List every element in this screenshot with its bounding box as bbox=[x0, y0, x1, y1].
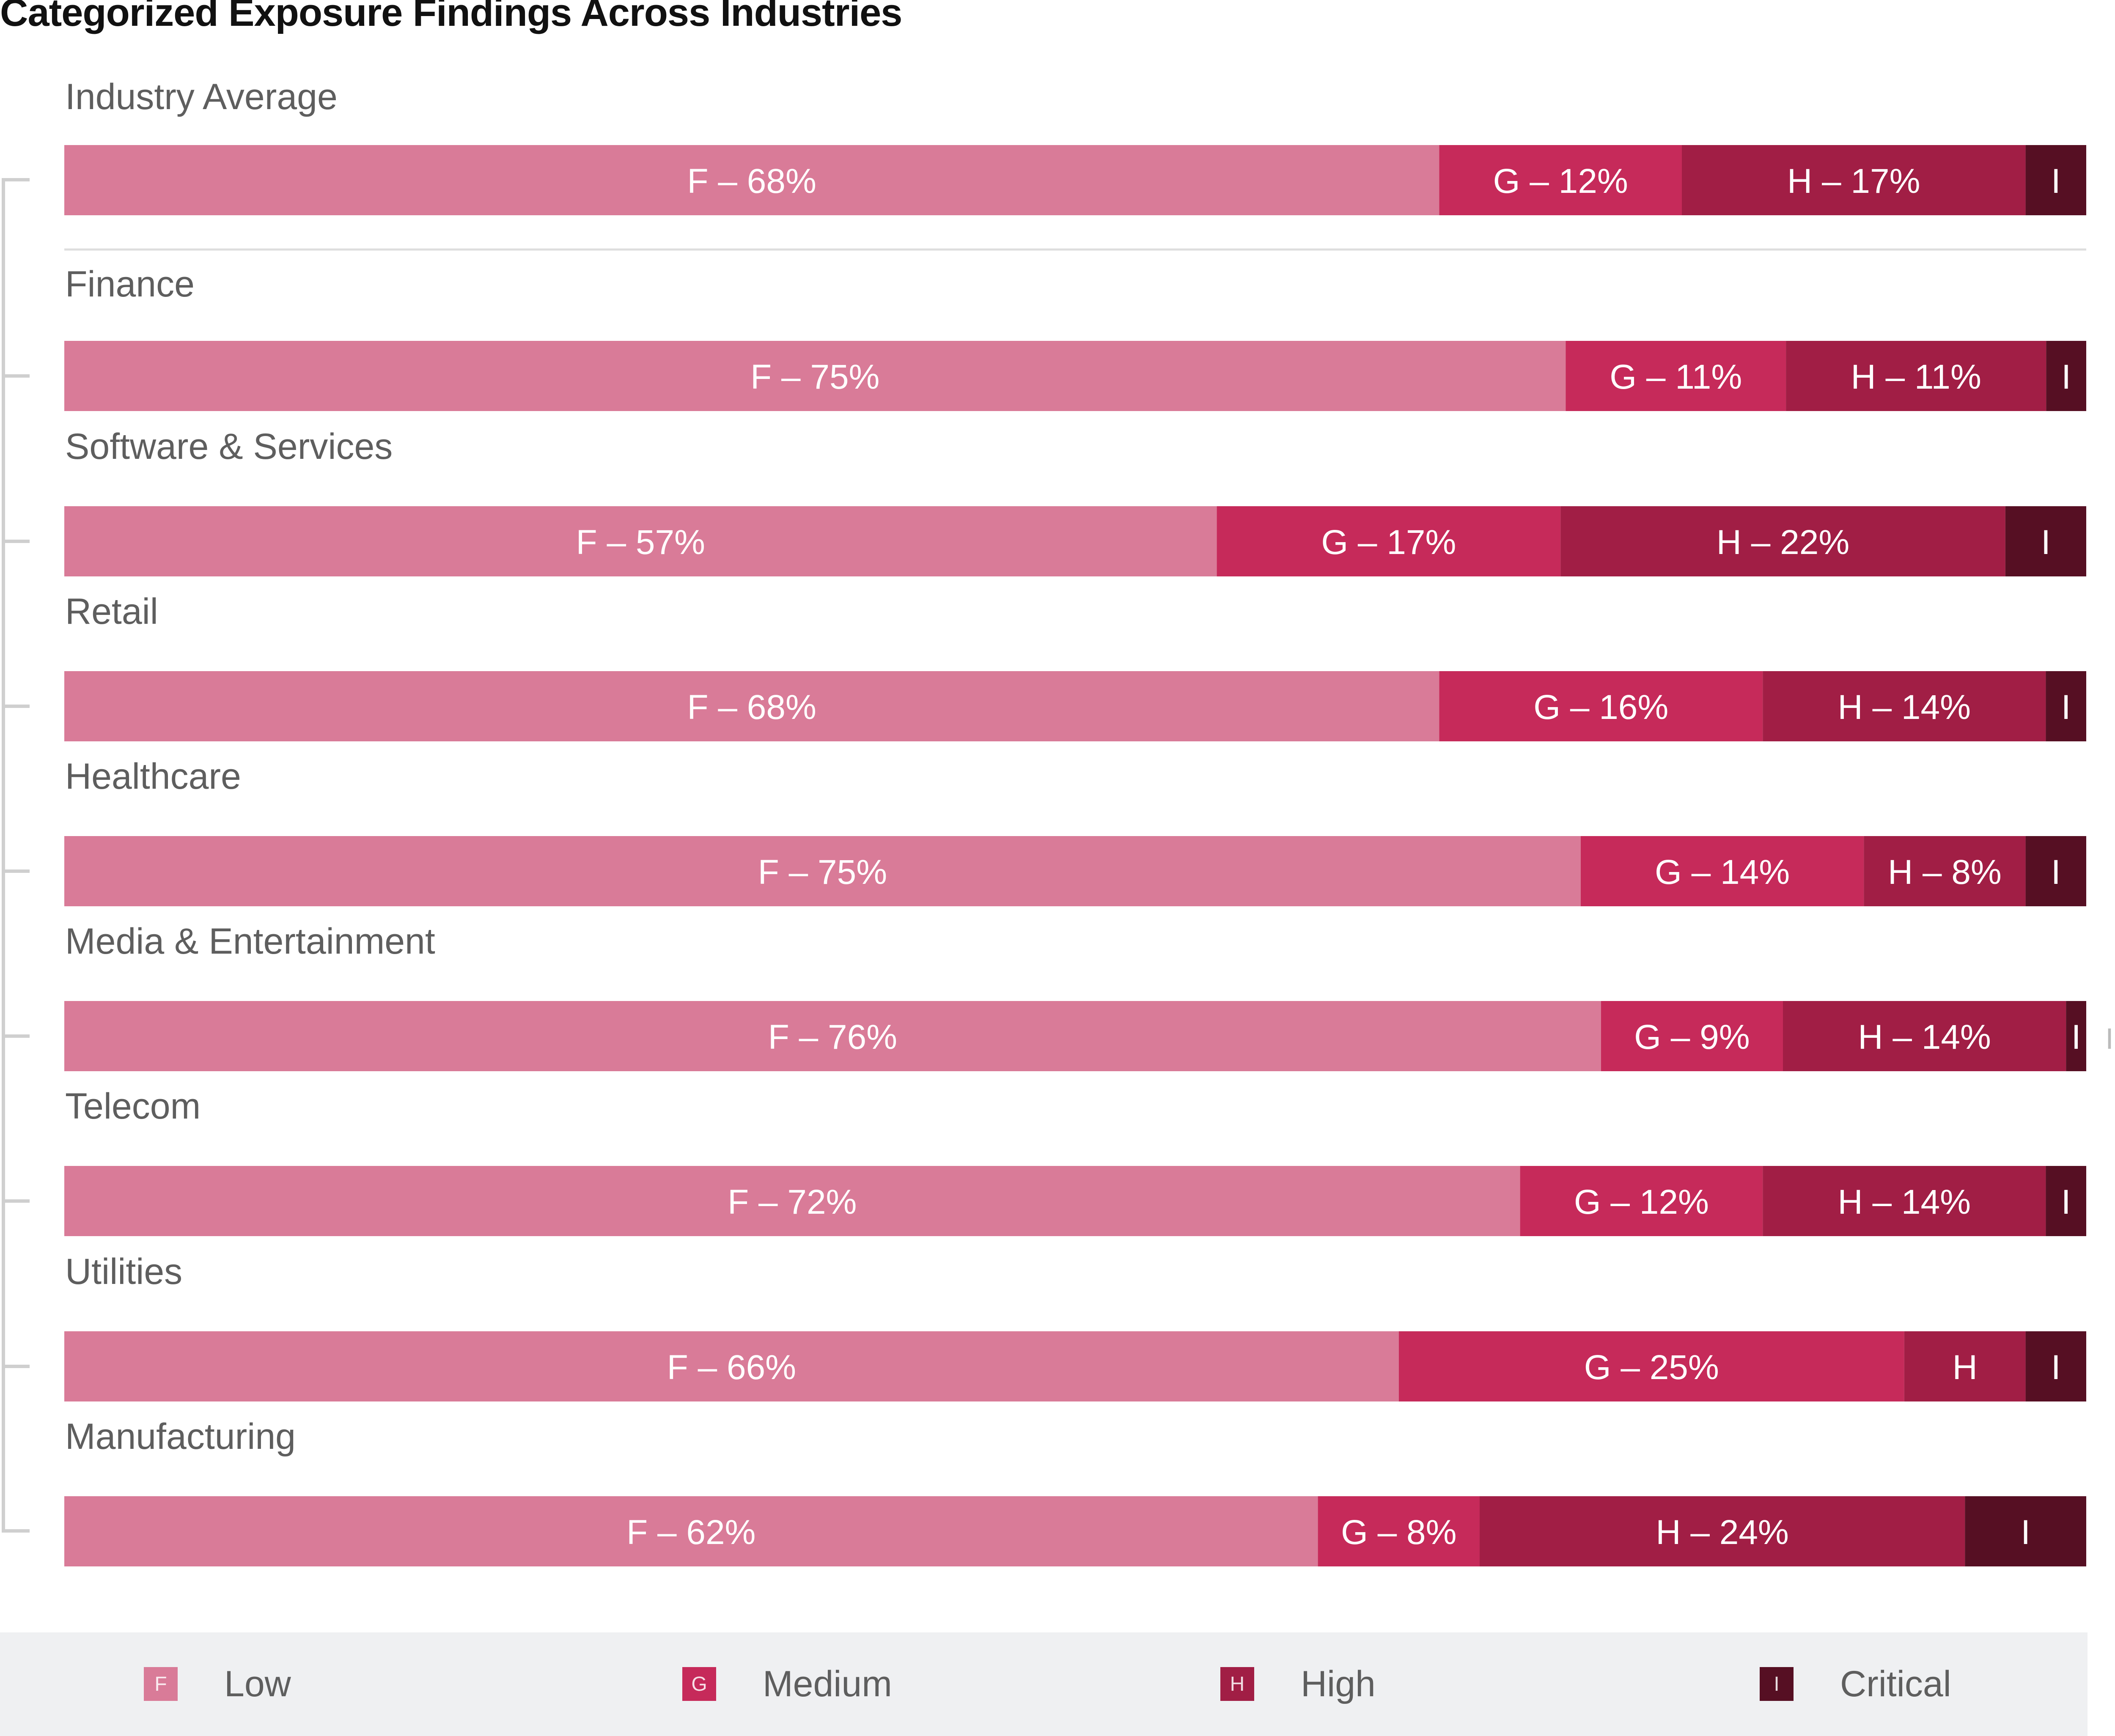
row-label-industry-average: Industry Average bbox=[65, 77, 338, 117]
data-label-utilities-critical: I bbox=[2051, 1348, 2061, 1387]
bar-segment-manufacturing-high bbox=[1480, 1496, 1965, 1566]
bar-segment-finance-critical bbox=[2046, 341, 2086, 411]
bar-segment-finance-medium bbox=[1566, 341, 1786, 411]
data-label-healthcare-medium: G – 14% bbox=[1655, 853, 1790, 891]
bar-segment-healthcare-low bbox=[64, 836, 1581, 906]
bar-segment-manufacturing-critical bbox=[1965, 1496, 2086, 1566]
data-label-utilities-high: H bbox=[1953, 1348, 1978, 1387]
data-label-telecom-critical: I bbox=[2061, 1183, 2071, 1221]
legend-label-low: Low bbox=[224, 1663, 291, 1704]
data-label-industry-average-medium: G – 12% bbox=[1493, 162, 1628, 200]
data-label-industry-average-low: F – 68% bbox=[687, 162, 816, 200]
data-label-media-and-entertainment-low: F – 76% bbox=[768, 1018, 897, 1056]
bar-segment-software-and-services-low bbox=[64, 506, 1217, 576]
data-label-retail-high: H – 14% bbox=[1838, 688, 1971, 727]
legend-swatch-critical: I bbox=[1760, 1667, 1794, 1701]
data-label-healthcare-critical: I bbox=[2051, 853, 2061, 891]
bar-segment-healthcare-high bbox=[1864, 836, 2026, 906]
data-label-media-and-entertainment-high: H – 14% bbox=[1858, 1018, 1991, 1056]
bar-segment-utilities-low bbox=[64, 1331, 1399, 1401]
data-label-industry-average-high: H – 17% bbox=[1787, 162, 1920, 200]
bar-segment-utilities-critical bbox=[2025, 1331, 2086, 1401]
row-label-media-and-entertainment: Media & Entertainment bbox=[65, 921, 435, 962]
row-label-retail: Retail bbox=[65, 591, 158, 632]
data-label-healthcare-low: F – 75% bbox=[758, 853, 887, 891]
bar-segment-manufacturing-medium bbox=[1318, 1496, 1480, 1566]
data-label-finance-medium: G – 11% bbox=[1610, 358, 1742, 396]
data-label-telecom-high: H – 14% bbox=[1838, 1183, 1971, 1221]
bar-segment-software-and-services-medium bbox=[1217, 506, 1561, 576]
data-label-finance-critical: I bbox=[2061, 358, 2071, 396]
legend-swatch-medium: G bbox=[682, 1667, 716, 1701]
data-label-healthcare-high: H – 8% bbox=[1888, 853, 2002, 891]
bar-segment-healthcare-critical bbox=[2025, 836, 2086, 906]
data-label-software-and-services-high: H – 22% bbox=[1717, 523, 1850, 562]
bar-segment-media-and-entertainment-medium bbox=[1601, 1001, 1783, 1071]
data-label-software-and-services-medium: G – 17% bbox=[1321, 523, 1456, 562]
row-label-utilities: Utilities bbox=[65, 1251, 182, 1292]
bar-segment-retail-critical bbox=[2046, 671, 2086, 741]
bar-segment-media-and-entertainment-high bbox=[1783, 1001, 2066, 1071]
bar-segment-software-and-services-critical bbox=[2005, 506, 2086, 576]
legend-item-medium: G Medium bbox=[682, 1664, 892, 1704]
data-label-media-and-entertainment-medium: G – 9% bbox=[1634, 1018, 1750, 1056]
bar-segment-industry-average-critical bbox=[2025, 145, 2086, 215]
bar-segment-utilities-high bbox=[1904, 1331, 2026, 1401]
data-label-retail-low: F – 68% bbox=[687, 688, 816, 727]
data-label-retail-critical: I bbox=[2061, 688, 2071, 727]
bar-segment-telecom-critical bbox=[2046, 1166, 2086, 1236]
data-label-utilities-medium: G – 25% bbox=[1584, 1348, 1719, 1387]
row-label-finance: Finance bbox=[65, 264, 195, 304]
data-label-telecom-medium: G – 12% bbox=[1574, 1183, 1709, 1221]
data-label-manufacturing-low: F – 62% bbox=[626, 1513, 755, 1552]
data-label-software-and-services-critical: I bbox=[2041, 523, 2051, 562]
data-label-media-and-entertainment-critical: I bbox=[2071, 1018, 2081, 1056]
bar-segment-retail-medium bbox=[1439, 671, 1763, 741]
data-label-telecom-low: F – 72% bbox=[728, 1183, 857, 1221]
row-label-software-and-services: Software & Services bbox=[65, 426, 393, 467]
bar-segment-media-and-entertainment-low bbox=[64, 1001, 1601, 1071]
legend-swatch-high: H bbox=[1220, 1667, 1254, 1701]
legend-swatch-low: F bbox=[144, 1667, 178, 1701]
legend-label-high: High bbox=[1301, 1663, 1376, 1704]
data-label-manufacturing-critical: I bbox=[2021, 1513, 2030, 1552]
bar-segment-telecom-medium bbox=[1520, 1166, 1763, 1236]
legend-item-high: H High bbox=[1220, 1664, 1376, 1704]
legend-label-critical: Critical bbox=[1840, 1663, 1951, 1704]
row-label-telecom: Telecom bbox=[65, 1086, 201, 1127]
bar-segment-media-and-entertainment-critical bbox=[2066, 1001, 2086, 1071]
bar-segment-retail-high bbox=[1763, 671, 2046, 741]
bar-segment-industry-average-low bbox=[64, 145, 1439, 215]
bar-segment-finance-low bbox=[64, 341, 1566, 411]
data-label-industry-average-critical: I bbox=[2051, 162, 2061, 200]
data-label-manufacturing-high: H – 24% bbox=[1656, 1513, 1789, 1552]
row-label-healthcare: Healthcare bbox=[65, 756, 241, 797]
data-label-manufacturing-medium: G – 8% bbox=[1341, 1513, 1456, 1552]
bar-segment-utilities-medium bbox=[1398, 1331, 1904, 1401]
bar-segment-industry-average-high bbox=[1682, 145, 2026, 215]
legend-item-low: F Low bbox=[144, 1664, 291, 1704]
chart-plot: Industry Average F – 68% G – 12% H – 17% I Fi… bbox=[2, 77, 2114, 1566]
row-label-manufacturing: Manufacturing bbox=[65, 1416, 296, 1457]
bar-segment-software-and-services-high bbox=[1560, 506, 2005, 576]
legend-label-medium: Medium bbox=[763, 1663, 892, 1704]
data-label-software-and-services-low: F – 57% bbox=[576, 523, 705, 562]
bar-segment-manufacturing-low bbox=[64, 1496, 1318, 1566]
bar-segment-retail-low bbox=[64, 671, 1439, 741]
chart-title: Categorized Exposure Findings Across Ind… bbox=[0, 0, 902, 34]
data-label-retail-medium: G – 16% bbox=[1533, 688, 1668, 727]
data-label-utilities-low: F – 66% bbox=[667, 1348, 796, 1387]
data-label-finance-low: F – 75% bbox=[750, 358, 879, 396]
bar-segment-telecom-high bbox=[1763, 1166, 2046, 1236]
legend: F Low G Medium H High I Critical bbox=[0, 1632, 2088, 1736]
outside-label-media-and-entertainment: I bbox=[2105, 1022, 2113, 1055]
bar-segment-industry-average-medium bbox=[1439, 145, 1682, 215]
bar-segment-telecom-low bbox=[64, 1166, 1520, 1236]
legend-item-critical: I Critical bbox=[1760, 1664, 1951, 1704]
data-label-finance-high: H – 11% bbox=[1851, 358, 1981, 396]
bar-segment-healthcare-medium bbox=[1581, 836, 1864, 906]
bar-segment-finance-high bbox=[1786, 341, 2046, 411]
